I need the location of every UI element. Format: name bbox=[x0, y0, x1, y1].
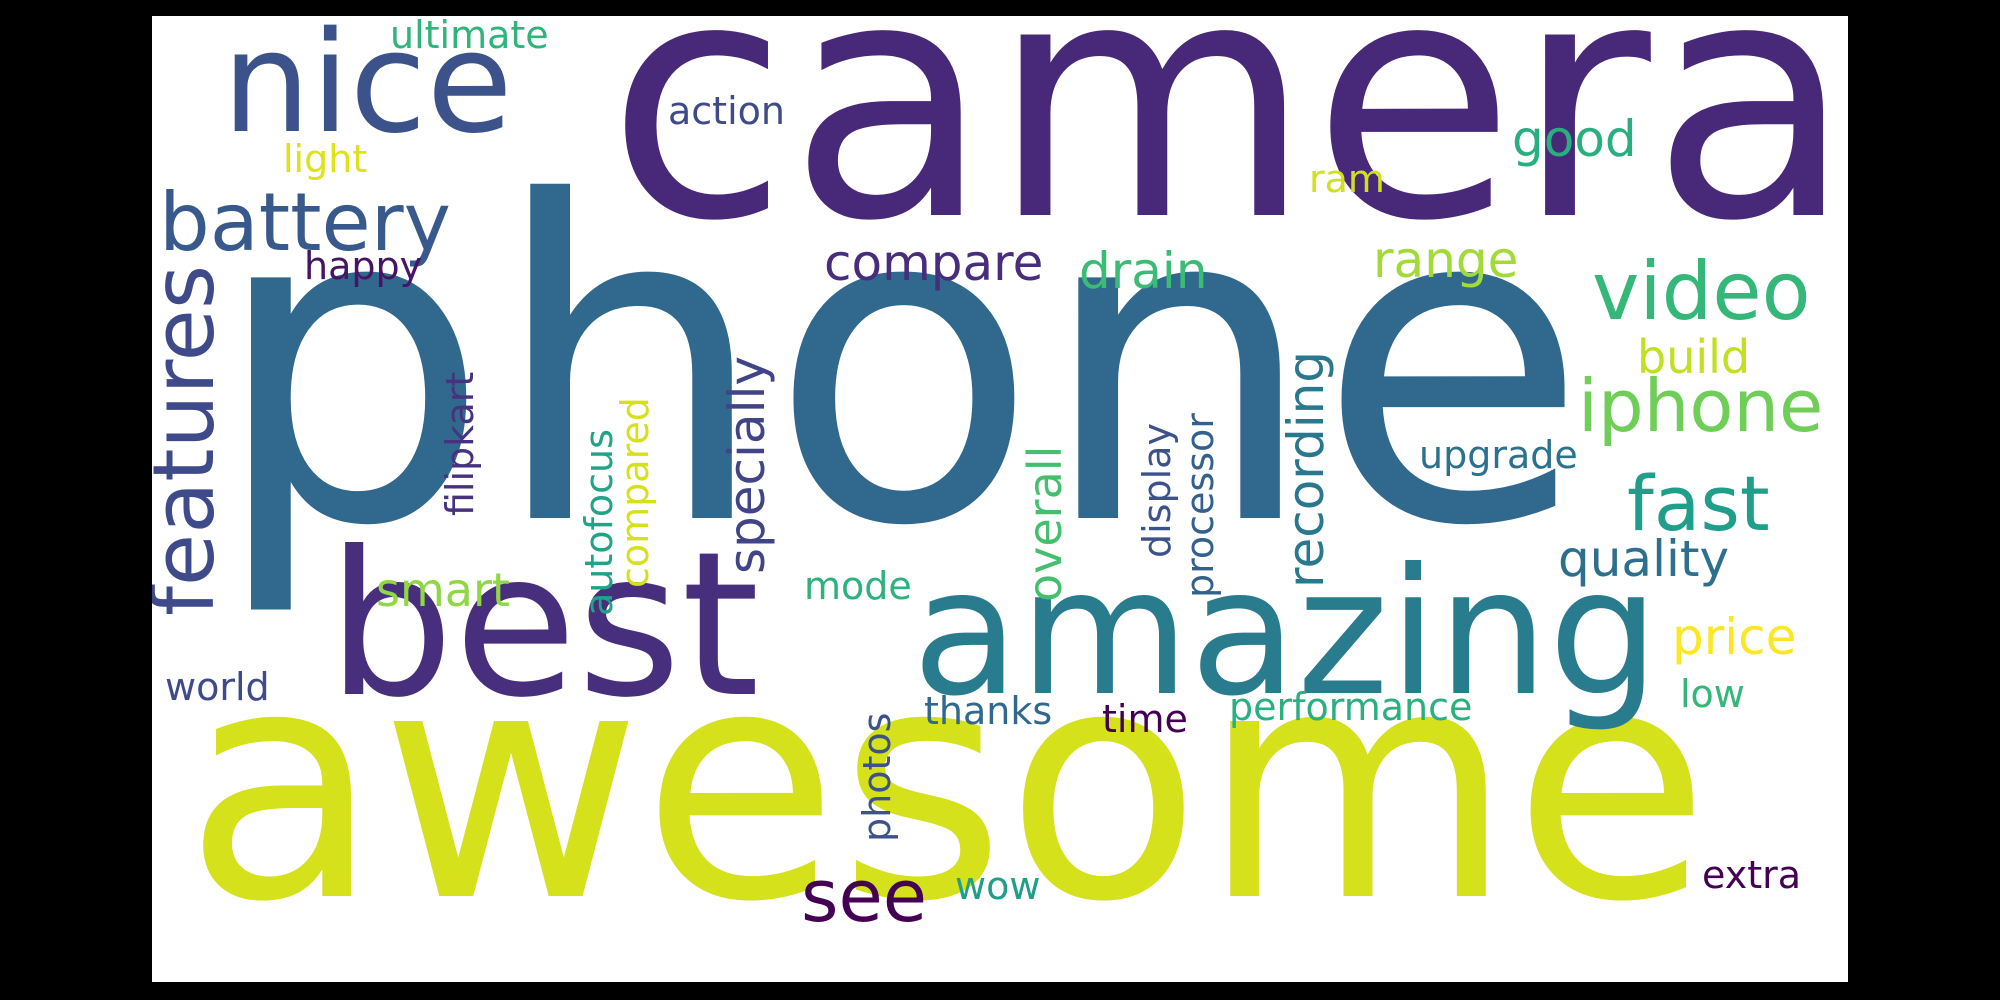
word-filipkart: filipkart bbox=[438, 371, 482, 516]
word-processor: processor bbox=[1178, 413, 1222, 598]
word-time: time bbox=[1102, 697, 1188, 741]
word-specially: specially bbox=[718, 356, 776, 574]
word-range: range bbox=[1373, 231, 1519, 289]
word-happy: happy bbox=[304, 244, 423, 288]
word-world: world bbox=[165, 665, 270, 709]
word-mode: mode bbox=[804, 564, 912, 608]
word-extra: extra bbox=[1702, 853, 1802, 897]
word-smart: smart bbox=[376, 563, 510, 617]
word-overall: overall bbox=[1018, 445, 1072, 602]
word-action: action bbox=[668, 89, 785, 133]
word-photos: photos bbox=[855, 712, 899, 842]
word-drain: drain bbox=[1079, 242, 1208, 300]
word-compare: compare bbox=[824, 234, 1044, 292]
word-cloud-canvas: phone camera awesome best amazing nice b… bbox=[152, 16, 1848, 982]
word-best: best bbox=[327, 509, 760, 742]
word-battery: battery bbox=[159, 176, 451, 269]
word-good: good bbox=[1512, 110, 1637, 168]
word-display: display bbox=[1135, 423, 1179, 558]
word-thanks: thanks bbox=[924, 689, 1053, 733]
word-recording: recording bbox=[1277, 350, 1335, 588]
word-build: build bbox=[1637, 330, 1751, 384]
word-awesome: awesome bbox=[184, 600, 1710, 972]
word-ram: ram bbox=[1309, 157, 1385, 201]
word-light: light bbox=[283, 137, 368, 181]
word-low: low bbox=[1680, 672, 1745, 716]
word-phone: phone bbox=[211, 110, 1588, 622]
word-compared: compared bbox=[613, 397, 657, 588]
word-amazing: amazing bbox=[912, 532, 1660, 735]
word-features: features bbox=[152, 264, 234, 616]
word-price: price bbox=[1672, 608, 1797, 666]
word-quality: quality bbox=[1558, 530, 1730, 588]
word-camera: camera bbox=[607, 16, 1848, 293]
word-see: see bbox=[801, 854, 928, 938]
word-performance: performance bbox=[1229, 685, 1473, 729]
word-nice: nice bbox=[222, 16, 513, 165]
word-video: video bbox=[1592, 245, 1811, 338]
word-ultimate: ultimate bbox=[390, 16, 549, 57]
word-fast: fast bbox=[1627, 459, 1770, 548]
word-upgrade: upgrade bbox=[1419, 433, 1578, 477]
word-iphone: iphone bbox=[1578, 364, 1824, 448]
word-wow: wow bbox=[955, 864, 1041, 908]
